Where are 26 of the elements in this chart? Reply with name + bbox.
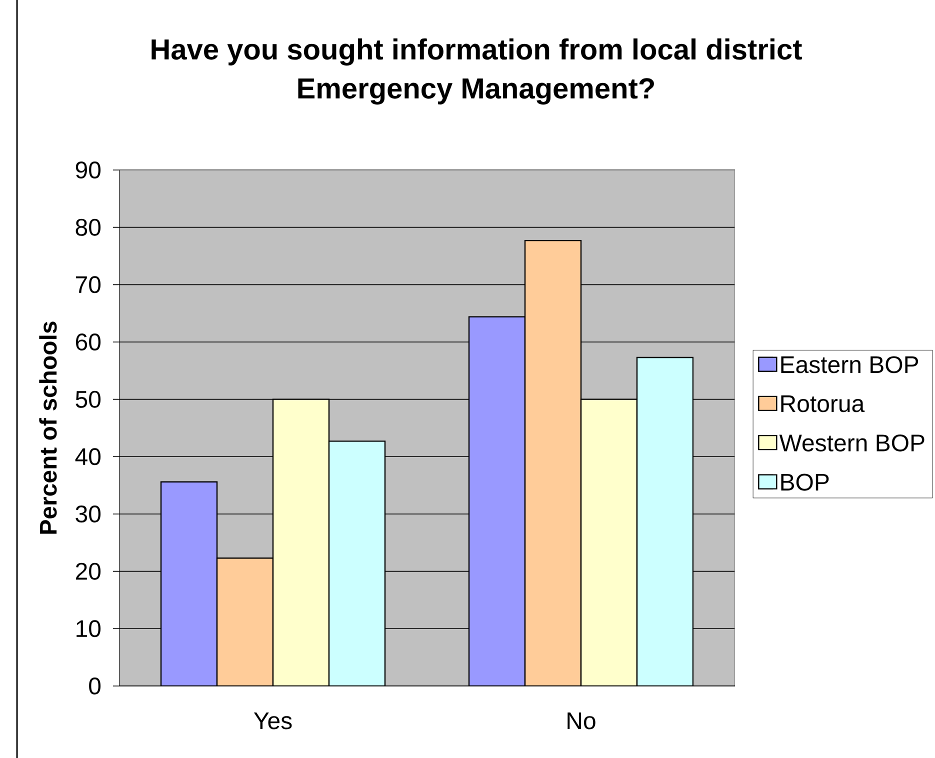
bar (468, 316, 526, 686)
bar (160, 481, 218, 686)
y-tick-label: 20 (76, 562, 101, 580)
y-tick-label: 0 (89, 678, 101, 694)
y-tick-label: 80 (76, 218, 101, 236)
bar (328, 440, 386, 686)
x-tick-label: Yes (254, 712, 292, 730)
bar (524, 240, 582, 686)
legend-label: Rotorua (781, 395, 865, 412)
legend-label: BOP (781, 474, 829, 491)
legend-label: Eastern BOP (781, 356, 918, 374)
bar (216, 558, 274, 686)
legend-label: Western BOP (779, 434, 924, 452)
y-tick-label: 90 (76, 162, 101, 178)
chart-title: Have you sought information from local district Emergency Management? (152, 38, 802, 105)
y-tick-label: 30 (76, 506, 101, 522)
y-axis-title: Percent of schools (39, 322, 57, 534)
y-tick-label: 40 (75, 448, 101, 466)
bar (580, 398, 638, 686)
x-tick-label: No (568, 712, 596, 730)
y-tick-label: 10 (76, 620, 101, 638)
y-tick-label: 70 (76, 276, 101, 294)
y-tick-label: 60 (76, 334, 101, 350)
bar (272, 398, 330, 686)
bar (636, 356, 694, 686)
y-tick-label: 50 (76, 390, 101, 408)
